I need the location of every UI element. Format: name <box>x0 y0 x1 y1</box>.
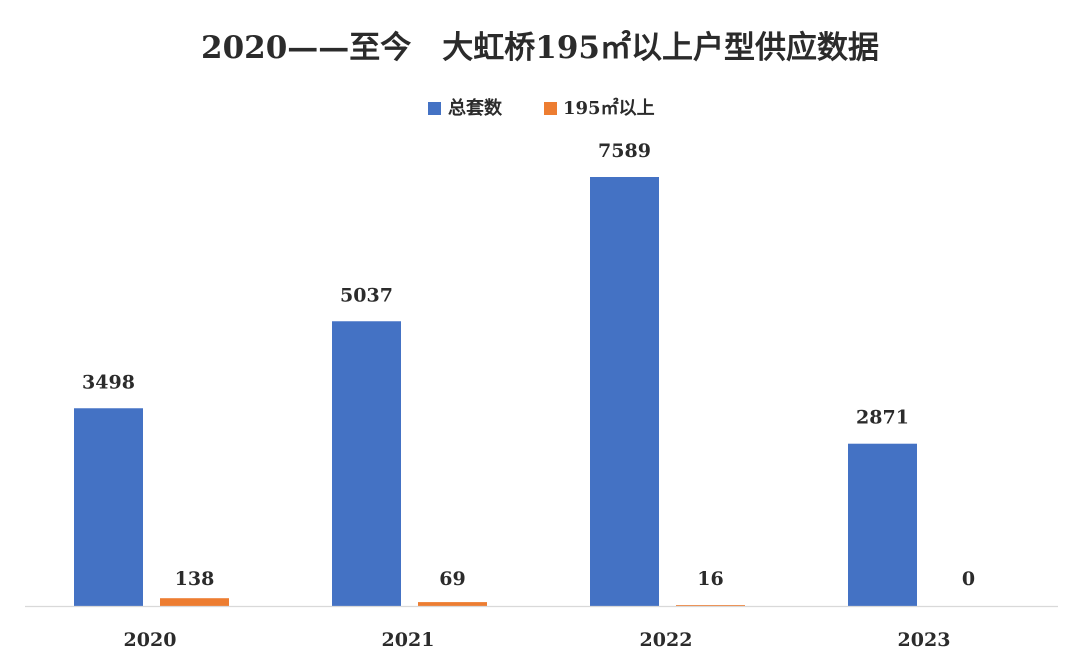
bar-total-2020 <box>74 408 143 606</box>
data-label-over-195-2021: 69 <box>439 568 465 590</box>
bar-total-2021 <box>332 321 401 606</box>
data-label-total-2021: 5037 <box>340 284 393 306</box>
bar-total-2022 <box>590 177 659 606</box>
data-label-over-195-2022: 16 <box>697 568 723 590</box>
bar-over-195-2021 <box>418 602 487 606</box>
bar-over-195-2022 <box>676 605 745 606</box>
legend-swatch-195-above <box>544 102 557 115</box>
x-axis-tick-labels: 2020 2021 2022 2023 <box>124 629 951 651</box>
legend-label-total: 总套数 <box>448 97 503 119</box>
chart-title: 2020——至今 大虹桥195㎡以上户型供应数据 <box>201 30 879 66</box>
legend-label-195-above: 195㎡以上 <box>563 97 655 119</box>
x-tick-label-2021: 2021 <box>382 629 435 651</box>
x-tick-label-2020: 2020 <box>124 629 177 651</box>
bar-total-2023 <box>848 443 917 606</box>
x-tick-label-2023: 2023 <box>898 629 951 651</box>
legend-swatch-total <box>428 102 441 115</box>
plot-area: 3498 138 5037 69 7589 16 2871 0 <box>74 140 975 606</box>
bar-over-195-2020 <box>160 598 229 606</box>
data-label-total-2023: 2871 <box>856 407 909 429</box>
x-tick-label-2022: 2022 <box>640 629 693 651</box>
data-label-total-2020: 3498 <box>82 371 135 393</box>
legend: 总套数 195㎡以上 <box>428 97 655 119</box>
data-label-over-195-2023: 0 <box>962 568 975 590</box>
data-label-over-195-2020: 138 <box>175 568 215 590</box>
data-label-total-2022: 7589 <box>598 140 651 162</box>
